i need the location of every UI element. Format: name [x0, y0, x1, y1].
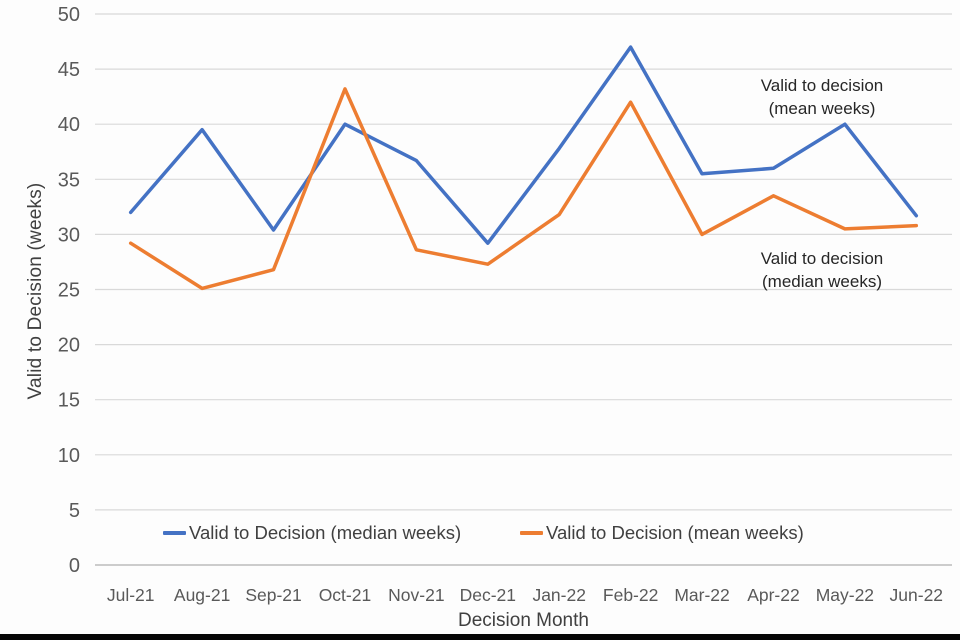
- y-axis-title: Valid to Decision (weeks): [25, 182, 46, 400]
- x-tick-label: Sep-21: [245, 585, 301, 605]
- y-tick-label: 20: [58, 335, 80, 357]
- x-tick-label: Aug-21: [174, 585, 230, 605]
- y-tick-label: 35: [58, 169, 80, 191]
- y-tick-label: 25: [58, 280, 80, 302]
- y-tick-label: 15: [58, 390, 80, 412]
- annotation-mean-weeks: Valid to decision (mean weeks): [712, 74, 932, 120]
- y-tick-label: 5: [69, 500, 80, 522]
- annotation-mean-line2: (mean weeks): [768, 99, 876, 118]
- y-tick-label: 50: [58, 4, 80, 26]
- median-series-swatch: [163, 531, 186, 535]
- x-tick-label: Apr-22: [747, 585, 800, 605]
- y-tick-label: 40: [58, 114, 80, 136]
- x-axis-title: Decision Month: [458, 610, 589, 631]
- legend-label-mean: Valid to Decision (mean weeks): [546, 522, 804, 543]
- x-tick-label: Nov-21: [388, 585, 444, 605]
- legend-label-median: Valid to Decision (median weeks): [189, 522, 462, 543]
- series-line-mean: [128, 87, 919, 291]
- x-tick-label: Oct-21: [319, 585, 372, 605]
- annotation-median-line1: Valid to decision: [760, 249, 884, 268]
- y-tick-label: 10: [58, 445, 80, 467]
- y-tick-label: 30: [58, 224, 80, 246]
- x-tick-label: May-22: [816, 585, 874, 605]
- x-tick-label: Jul-21: [107, 585, 155, 605]
- annotation-median-line2: (median weeks): [762, 272, 882, 291]
- y-tick-label: 0: [69, 555, 80, 577]
- x-tick-label: Feb-22: [603, 585, 658, 605]
- legend-item-mean: Valid to Decision (mean weeks): [520, 521, 804, 545]
- annotation-mean-line1: Valid to decision: [760, 76, 884, 95]
- y-tick-label: 45: [58, 59, 80, 81]
- series-line-median: [128, 45, 919, 245]
- x-tick-label: Dec-21: [460, 585, 516, 605]
- annotation-median-weeks: Valid to decision (median weeks): [712, 247, 932, 293]
- bottom-border: [0, 634, 960, 640]
- x-tick-label: Jun-22: [890, 585, 944, 605]
- x-tick-label: Mar-22: [674, 585, 729, 605]
- x-tick-label: Jan-22: [532, 585, 586, 605]
- legend-item-median: Valid to Decision (median weeks): [163, 521, 461, 545]
- mean-series-swatch: [520, 531, 543, 535]
